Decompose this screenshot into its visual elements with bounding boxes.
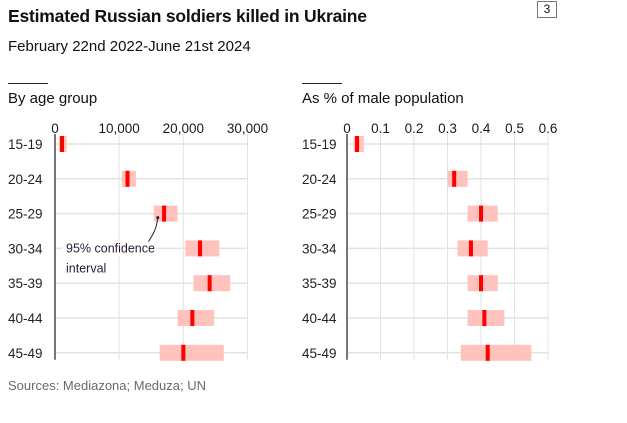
annotation-background [62, 241, 156, 256]
annotation-arrowhead [156, 216, 160, 220]
x-tick-label: 0 [51, 121, 59, 136]
category-label: 25-29 [8, 207, 43, 222]
category-label: 30-34 [302, 241, 337, 256]
point-estimate-marker [181, 344, 186, 361]
category-label: 40-44 [302, 311, 337, 326]
point-estimate-marker [355, 136, 360, 152]
category-label: 30-34 [8, 241, 43, 256]
chart-subtitle: February 22nd 2022-June 21st 2024 [8, 38, 251, 55]
point-estimate-marker [198, 240, 203, 257]
confidence-interval-band [159, 344, 224, 361]
page-number-badge: 3 [537, 1, 557, 18]
chart-title: Estimated Russian soldiers killed in Ukr… [8, 6, 367, 26]
point-estimate-marker [479, 205, 483, 222]
sources-note: Sources: Mediazona; Meduza; UN [8, 378, 206, 393]
confidence-interval-band [177, 310, 215, 326]
x-tick-label: 0.2 [405, 121, 424, 136]
confidence-interval-band [447, 170, 468, 187]
x-tick-label: 0 [343, 121, 351, 136]
point-estimate-marker [482, 310, 487, 326]
annotation-text-line1: 95% confidence [66, 242, 155, 256]
point-estimate-marker [162, 205, 167, 222]
category-label: 20-24 [302, 172, 337, 187]
point-estimate-marker [468, 240, 473, 257]
category-label: 45-49 [8, 346, 43, 361]
category-label: 35-39 [8, 276, 43, 291]
point-estimate-marker [452, 170, 457, 187]
chart-panel-pct: 0 0.1 0.2 0.3 0.4 0.5 0.6 15-19 20-24 25-29 30-34 3… [302, 121, 557, 361]
confidence-interval-band [185, 240, 220, 257]
panel-title-percent: As % of male population [302, 90, 464, 107]
panel-rule-right [302, 83, 342, 84]
chart-panel-age: 0 10,000 20,000 30,000 15-19 20-24 25-29 30-34 3… [8, 121, 268, 361]
annotation-arrow [147, 217, 159, 243]
x-tick-label: 0.1 [371, 121, 390, 136]
point-estimate-marker [485, 344, 490, 361]
x-tick-label: 0.4 [472, 121, 491, 136]
point-estimate-marker [125, 170, 130, 187]
annotation-text-line2: interval [66, 262, 106, 276]
point-estimate-marker [190, 310, 195, 326]
point-estimate-marker [479, 275, 483, 292]
category-label: 15-19 [8, 137, 43, 152]
category-label: 40-44 [8, 311, 43, 326]
confidence-interval-band [460, 344, 532, 361]
confidence-interval-band [193, 275, 231, 292]
panel-rule-left [8, 83, 48, 84]
x-tick-label: 0.6 [539, 121, 558, 136]
x-tick-label: 0.5 [505, 121, 524, 136]
category-label: 20-24 [8, 172, 43, 187]
panel-title-age: By age group [8, 90, 98, 107]
point-estimate-marker [207, 275, 212, 292]
category-label: 25-29 [302, 207, 337, 222]
x-tick-label: 10,000 [99, 121, 140, 136]
x-tick-label: 0.3 [438, 121, 457, 136]
category-label: 35-39 [302, 276, 337, 291]
category-label: 15-19 [302, 137, 337, 152]
point-estimate-marker [60, 136, 65, 152]
x-tick-label: 20,000 [163, 121, 204, 136]
category-label: 45-49 [302, 346, 337, 361]
x-tick-label: 30,000 [227, 121, 268, 136]
